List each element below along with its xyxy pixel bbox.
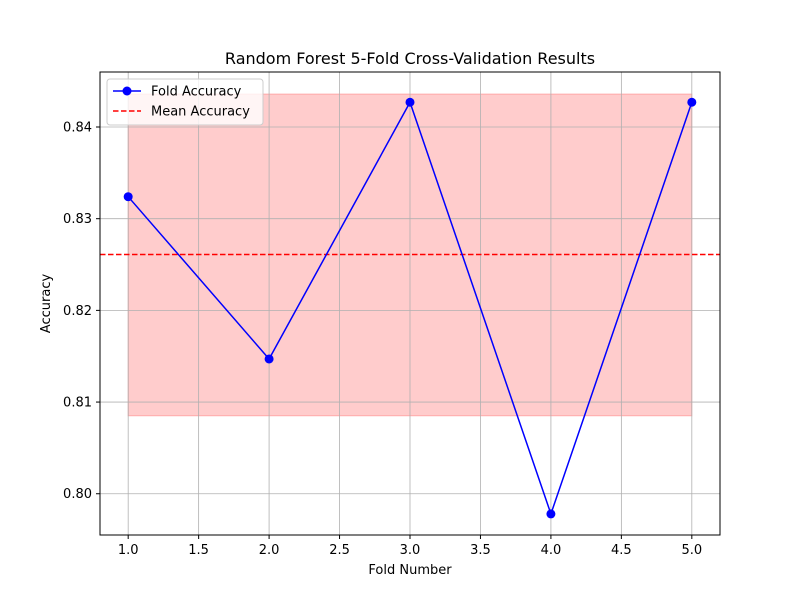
data-point-fold-5 [687,97,697,107]
y-axis-label: Accuracy [39,274,54,334]
x-axis-label: Fold Number [368,563,452,578]
x-tick-label: 2.5 [329,543,350,558]
legend-fold-accuracy-marker-icon [122,86,132,96]
x-tick-label: 3.5 [470,543,491,558]
x-tick-label: 1.5 [188,543,209,558]
x-tick-label: 3.0 [400,543,421,558]
y-tick-label: 0.80 [63,487,92,502]
data-point-fold-3 [405,97,415,107]
y-tick-label: 0.82 [63,304,92,319]
y-tick-label: 0.84 [63,121,92,136]
data-point-fold-4 [546,509,556,519]
x-tick-label: 1.0 [118,543,139,558]
legend-mean-accuracy-label: Mean Accuracy [151,105,250,120]
y-tick-label: 0.81 [63,396,92,411]
x-tick-label: 4.0 [541,543,562,558]
x-tick-label: 4.5 [611,543,632,558]
legend-box [106,78,264,126]
data-point-fold-1 [123,192,133,202]
legend: Fold Accuracy Mean Accuracy [106,78,264,126]
chart-title: Random Forest 5-Fold Cross-Validation Re… [225,49,595,68]
y-tick-label: 0.83 [63,212,92,227]
x-tick-label: 2.0 [259,543,280,558]
data-point-fold-2 [264,354,274,364]
x-tick-label: 5.0 [681,543,702,558]
legend-fold-accuracy-label: Fold Accuracy [151,85,242,100]
